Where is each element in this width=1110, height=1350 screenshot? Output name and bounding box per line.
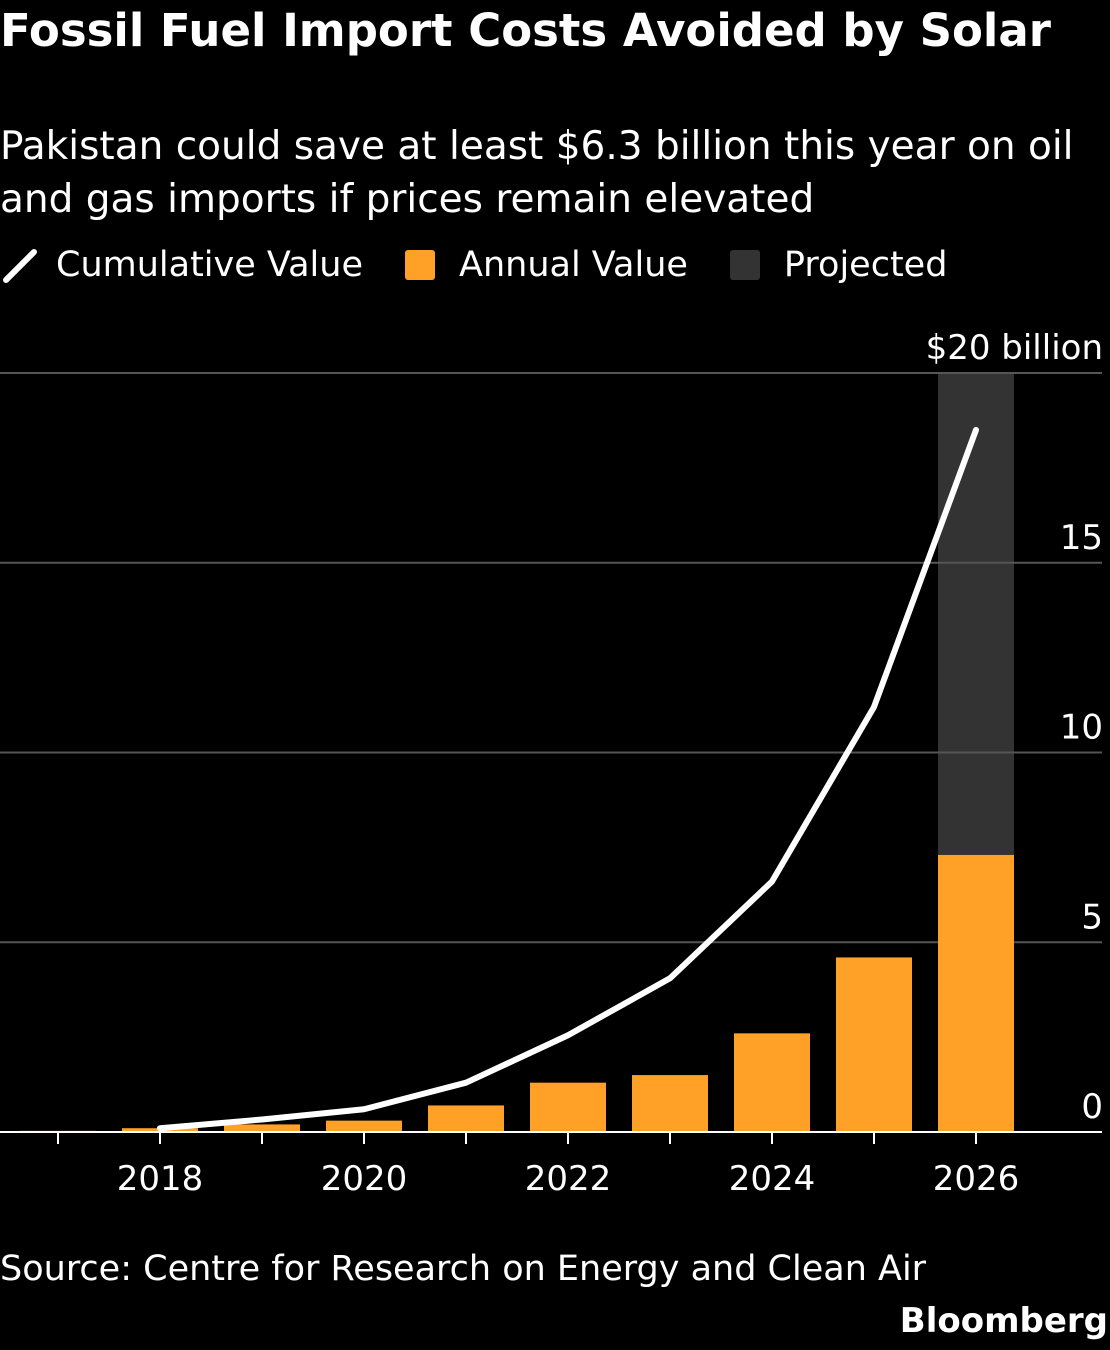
chart-subtitle: Pakistan could save at least $6.3 billio…	[0, 124, 1074, 222]
x-tick-label-2024: 2024	[729, 1159, 816, 1199]
bar-2020	[326, 1120, 402, 1132]
x-tick-label-2026: 2026	[933, 1159, 1020, 1199]
legend-item-annual: Annual Value	[405, 245, 688, 285]
bar-2025	[836, 957, 912, 1132]
bar-2021	[428, 1105, 504, 1132]
x-tick-label-2018: 2018	[117, 1159, 204, 1199]
legend-label-cumulative: Cumulative Value	[56, 245, 364, 285]
bar-2023	[632, 1075, 708, 1132]
legend-label-projected: Projected	[783, 245, 948, 285]
x-tick-label-2022: 2022	[525, 1159, 612, 1199]
bar-2026	[938, 854, 1014, 1132]
y-tick-label-5: 5	[1081, 897, 1103, 937]
legend-bar-swatch	[405, 250, 436, 280]
chart-title: Fossil Fuel Import Costs Avoided by Sola…	[0, 4, 1051, 57]
bar-2022	[530, 1082, 606, 1132]
y-tick-label-20: $20 billion	[926, 328, 1103, 368]
chart-plot: 2018 2020 2022 2024 2026 0 5 10 15 $20 billion	[0, 328, 1103, 1199]
bar-2024	[734, 1033, 810, 1132]
legend-label-annual: Annual Value	[459, 245, 688, 285]
y-tick-label-0: 0	[1081, 1087, 1103, 1127]
legend-projected-swatch	[729, 250, 760, 280]
y-tick-label-10: 10	[1060, 708, 1103, 748]
legend-item-projected: Projected	[729, 245, 948, 285]
source-note: Source: Centre for Research on Energy an…	[0, 1249, 927, 1289]
y-tick-label-15: 15	[1060, 518, 1103, 558]
bloomberg-logo: Bloomberg	[899, 1301, 1108, 1341]
legend: Cumulative Value Annual Value Projected	[0, 242, 989, 288]
legend-item-cumulative: Cumulative Value	[0, 242, 363, 288]
bar-2019	[224, 1124, 300, 1132]
x-tick-label-2020: 2020	[321, 1159, 408, 1199]
legend-line-swatch	[3, 249, 37, 283]
